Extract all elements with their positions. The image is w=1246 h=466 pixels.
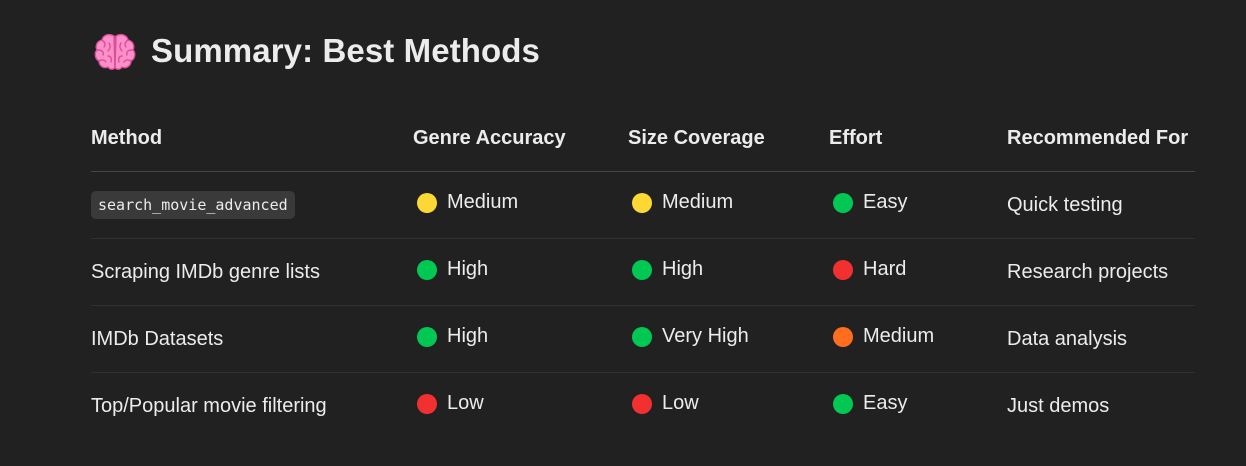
method-cell: IMDb Datasets <box>91 305 413 373</box>
effort-rating: Easy <box>829 191 907 214</box>
genre-accuracy-label: High <box>447 258 489 281</box>
size-coverage-rating: Very High <box>628 325 749 348</box>
orange-circle-icon <box>833 326 853 347</box>
green-circle-icon <box>632 259 652 280</box>
red-circle-icon <box>417 393 437 414</box>
size-coverage-cell: Medium <box>628 171 829 239</box>
genre-accuracy-rating: High <box>413 258 488 281</box>
method-cell: search_movie_advanced <box>91 171 413 239</box>
table-body: search_movie_advanced Medium Medium Easy Qui… <box>91 171 1195 440</box>
method-name: IMDb Datasets <box>91 327 224 350</box>
recommended-for-cell: Research projects <box>1007 238 1195 306</box>
genre-accuracy-cell: Medium <box>413 171 628 239</box>
method-cell: Scraping IMDb genre lists <box>91 238 413 306</box>
genre-accuracy-label: Low <box>447 392 484 415</box>
genre-accuracy-cell: Low <box>413 373 628 440</box>
brain-emoji-icon <box>94 33 136 70</box>
genre-accuracy-cell: High <box>413 238 628 306</box>
effort-cell: Hard <box>829 238 1007 306</box>
green-circle-icon <box>833 393 853 414</box>
genre-accuracy-cell: High <box>413 305 628 373</box>
green-circle-icon <box>632 326 652 347</box>
effort-rating: Medium <box>829 325 934 348</box>
recommended-for-cell: Quick testing <box>1007 171 1195 239</box>
size-coverage-cell: Very High <box>628 305 829 373</box>
effort-cell: Medium <box>829 305 1007 373</box>
genre-accuracy-rating: High <box>413 325 488 348</box>
recommended-for-cell: Just demos <box>1007 394 1110 417</box>
header-effort: Effort <box>829 106 1007 172</box>
page-title: Summary: Best Methods <box>151 32 541 69</box>
yellow-circle-icon <box>632 192 652 213</box>
green-circle-icon <box>833 192 853 213</box>
method-name: Scraping IMDb genre lists <box>91 260 320 283</box>
recommended-for-cell: Data analysis <box>1007 305 1195 373</box>
effort-rating: Easy <box>829 392 907 415</box>
header-recommended-for: Recommended For <box>1007 106 1195 172</box>
effort-cell: Easy <box>829 171 1007 239</box>
table-row: IMDb Datasets High Very High Medium Data ana… <box>91 305 1195 373</box>
genre-accuracy-rating: Low <box>413 392 484 415</box>
size-coverage-rating: Low <box>628 392 699 415</box>
size-coverage-cell: High <box>628 238 829 306</box>
header-method: Method <box>91 106 413 172</box>
size-coverage-rating: Medium <box>628 191 733 214</box>
method-code: search_movie_advanced <box>91 191 295 219</box>
effort-label: Hard <box>863 258 907 281</box>
genre-accuracy-rating: Medium <box>413 191 518 214</box>
header-genre-accuracy: Genre Accuracy <box>413 106 628 172</box>
effort-label: Easy <box>863 392 908 415</box>
genre-accuracy-label: Medium <box>447 191 519 214</box>
size-coverage-cell: Low <box>628 373 829 440</box>
table-row: Scraping IMDb genre lists High High Hard Res… <box>91 238 1195 306</box>
method-cell: Top/Popular movie filtering <box>91 373 413 440</box>
size-coverage-label: Low <box>662 392 699 415</box>
size-coverage-rating: High <box>628 258 703 281</box>
size-coverage-label: Medium <box>662 191 734 214</box>
summary-heading: Summary: Best Methods <box>93 28 540 74</box>
summary-table: Method Genre Accuracy Size Coverage Effo… <box>91 106 1195 439</box>
header-size-coverage: Size Coverage <box>628 106 829 172</box>
effort-label: Medium <box>863 325 935 348</box>
table-row: search_movie_advanced Medium Medium Easy Qui… <box>91 171 1195 239</box>
size-coverage-label: High <box>662 258 704 281</box>
table-header-row: Method Genre Accuracy Size Coverage Effo… <box>91 106 1195 172</box>
green-circle-icon <box>417 326 437 347</box>
genre-accuracy-label: High <box>447 325 489 348</box>
red-circle-icon <box>833 259 853 280</box>
method-name: Top/Popular movie filtering <box>91 394 327 417</box>
green-circle-icon <box>417 259 437 280</box>
size-coverage-label: Very High <box>662 325 749 348</box>
effort-rating: Hard <box>829 258 906 281</box>
effort-label: Easy <box>863 191 908 214</box>
table-row: Top/Popular movie filtering Low Low Easy Jus… <box>91 373 1195 440</box>
effort-cell: Easy <box>829 373 1007 440</box>
red-circle-icon <box>632 393 652 414</box>
yellow-circle-icon <box>417 192 437 213</box>
